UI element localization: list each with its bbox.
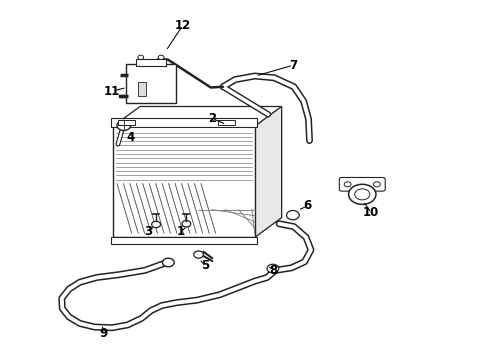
Text: 12: 12 — [174, 19, 191, 32]
Text: 1: 1 — [176, 225, 185, 238]
Text: 8: 8 — [269, 264, 277, 277]
Polygon shape — [255, 107, 282, 237]
Circle shape — [152, 221, 160, 228]
FancyBboxPatch shape — [218, 120, 235, 126]
FancyBboxPatch shape — [126, 64, 176, 103]
FancyBboxPatch shape — [119, 120, 135, 126]
Circle shape — [162, 258, 174, 267]
Text: 3: 3 — [144, 225, 152, 238]
Circle shape — [344, 182, 351, 187]
FancyBboxPatch shape — [136, 59, 166, 66]
Polygon shape — [113, 107, 282, 126]
Circle shape — [267, 264, 279, 273]
Text: 5: 5 — [201, 259, 209, 272]
Circle shape — [355, 189, 370, 200]
Bar — [113, 126, 255, 237]
Bar — [111, 118, 257, 127]
Text: 2: 2 — [208, 112, 216, 125]
Circle shape — [373, 182, 380, 187]
Text: 4: 4 — [126, 131, 134, 144]
Circle shape — [158, 55, 164, 59]
Circle shape — [194, 251, 203, 258]
FancyBboxPatch shape — [339, 177, 385, 191]
Text: 9: 9 — [99, 327, 107, 340]
Bar — [113, 126, 255, 237]
Text: 7: 7 — [289, 59, 297, 72]
Text: 6: 6 — [303, 199, 312, 212]
Text: 10: 10 — [363, 207, 379, 220]
Circle shape — [138, 55, 144, 59]
Circle shape — [182, 221, 191, 227]
Bar — [111, 237, 257, 244]
Bar — [139, 82, 147, 96]
Circle shape — [117, 121, 131, 131]
Circle shape — [348, 184, 376, 204]
Circle shape — [287, 211, 299, 220]
Text: 11: 11 — [104, 85, 120, 98]
